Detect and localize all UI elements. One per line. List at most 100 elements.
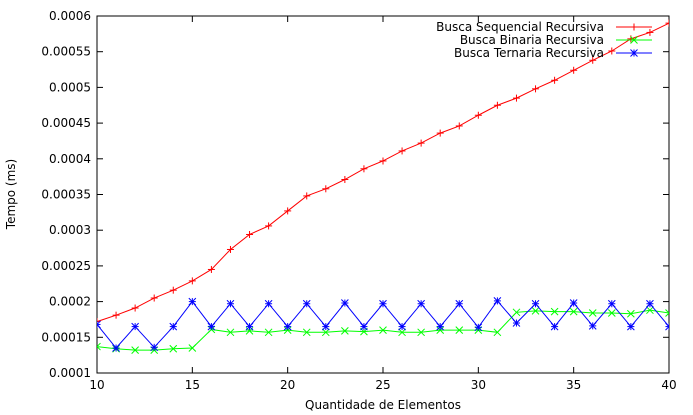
x-axis-label: Quantidade de Elementos — [305, 398, 461, 412]
data-point — [532, 85, 540, 93]
data-point — [569, 299, 578, 307]
x-tick-label: 35 — [566, 378, 581, 392]
data-point — [474, 323, 483, 332]
x-tick-label: 40 — [661, 378, 676, 392]
data-point — [131, 304, 139, 312]
data-point — [283, 322, 292, 331]
data-point — [97, 342, 101, 351]
legend-marker — [630, 49, 638, 57]
data-point — [150, 343, 159, 352]
x-axis-ticks: 10 15 20 25 30 35 40 — [89, 16, 677, 392]
series-line — [97, 22, 669, 323]
data-point — [207, 322, 216, 331]
legend-label: Busca Binaria Recursiva — [460, 33, 604, 47]
data-point — [112, 344, 120, 352]
y-tick-label: 0.00015 — [41, 330, 91, 344]
data-point — [646, 306, 654, 315]
data-point — [550, 322, 559, 331]
data-point — [246, 230, 254, 238]
data-point — [455, 122, 463, 130]
data-point — [302, 299, 311, 308]
data-point — [665, 322, 669, 331]
data-point — [379, 299, 387, 308]
data-point — [131, 322, 139, 331]
data-point — [303, 192, 311, 200]
data-point — [341, 299, 349, 307]
data-point — [188, 344, 197, 352]
legend-label: Busca Ternaria Recursiva — [454, 46, 604, 60]
y-tick-label: 0.00035 — [41, 188, 91, 202]
data-point — [665, 309, 669, 317]
data-point — [455, 326, 464, 335]
data-point — [455, 299, 464, 308]
data-point — [646, 299, 654, 308]
data-point — [436, 129, 444, 137]
data-point — [570, 66, 578, 74]
y-tick-label: 0.0005 — [49, 80, 91, 94]
data-point — [627, 322, 635, 331]
x-tick-label: 25 — [375, 378, 390, 392]
series-1 — [97, 19, 669, 326]
data-point — [245, 322, 254, 331]
data-point — [627, 309, 635, 318]
data-point — [436, 322, 445, 331]
data-point — [493, 101, 501, 109]
x-tick-label: 15 — [185, 378, 200, 392]
data-point — [512, 319, 521, 327]
data-point — [169, 286, 177, 294]
data-point — [493, 328, 502, 337]
data-point — [398, 147, 406, 155]
legend-marker — [630, 23, 638, 31]
data-point — [607, 309, 616, 317]
data-point — [550, 307, 559, 316]
data-point — [112, 311, 120, 319]
data-point — [150, 294, 158, 302]
data-point — [360, 165, 368, 173]
data-point — [665, 19, 669, 27]
legend-label: Busca Sequencial Recursiva — [436, 20, 604, 34]
y-axis-label: Tempo (ms) — [4, 159, 18, 230]
data-point — [169, 322, 178, 331]
data-point — [493, 297, 502, 305]
data-point — [531, 307, 540, 315]
data-point — [646, 28, 654, 36]
data-point — [417, 139, 425, 147]
data-point — [531, 299, 540, 308]
data-point — [207, 265, 215, 273]
data-point — [608, 47, 616, 55]
series-line — [97, 300, 669, 349]
x-tick-label: 20 — [280, 378, 295, 392]
data-point — [283, 326, 292, 335]
data-point — [569, 307, 578, 316]
y-tick-label: 0.0002 — [49, 295, 91, 309]
data-point — [321, 328, 330, 337]
data-point — [360, 322, 368, 331]
data-point — [589, 56, 597, 64]
series-3 — [97, 297, 669, 352]
data-point — [341, 176, 349, 184]
x-tick-label: 30 — [471, 378, 486, 392]
y-tick-label: 0.0004 — [49, 152, 91, 166]
data-point — [379, 157, 387, 165]
data-point — [588, 322, 597, 330]
data-point — [341, 327, 349, 335]
data-point — [97, 320, 101, 329]
y-tick-label: 0.0003 — [49, 223, 91, 237]
data-point — [131, 346, 139, 355]
data-point — [321, 322, 330, 331]
y-axis-ticks: 0.0001 0.00015 0.0002 0.00025 0.0003 0.00035 0… — [41, 9, 669, 380]
data-point — [417, 299, 425, 308]
data-point — [512, 94, 520, 102]
data-point — [417, 328, 425, 337]
legend-marker — [630, 36, 638, 44]
data-point — [398, 328, 406, 337]
plot-frame — [96, 15, 670, 374]
y-tick-label: 0.00055 — [41, 45, 91, 59]
series-2 — [97, 306, 669, 355]
y-tick-label: 0.00025 — [41, 259, 91, 273]
data-point — [226, 299, 235, 308]
data-point — [284, 207, 292, 215]
data-point — [226, 328, 235, 337]
